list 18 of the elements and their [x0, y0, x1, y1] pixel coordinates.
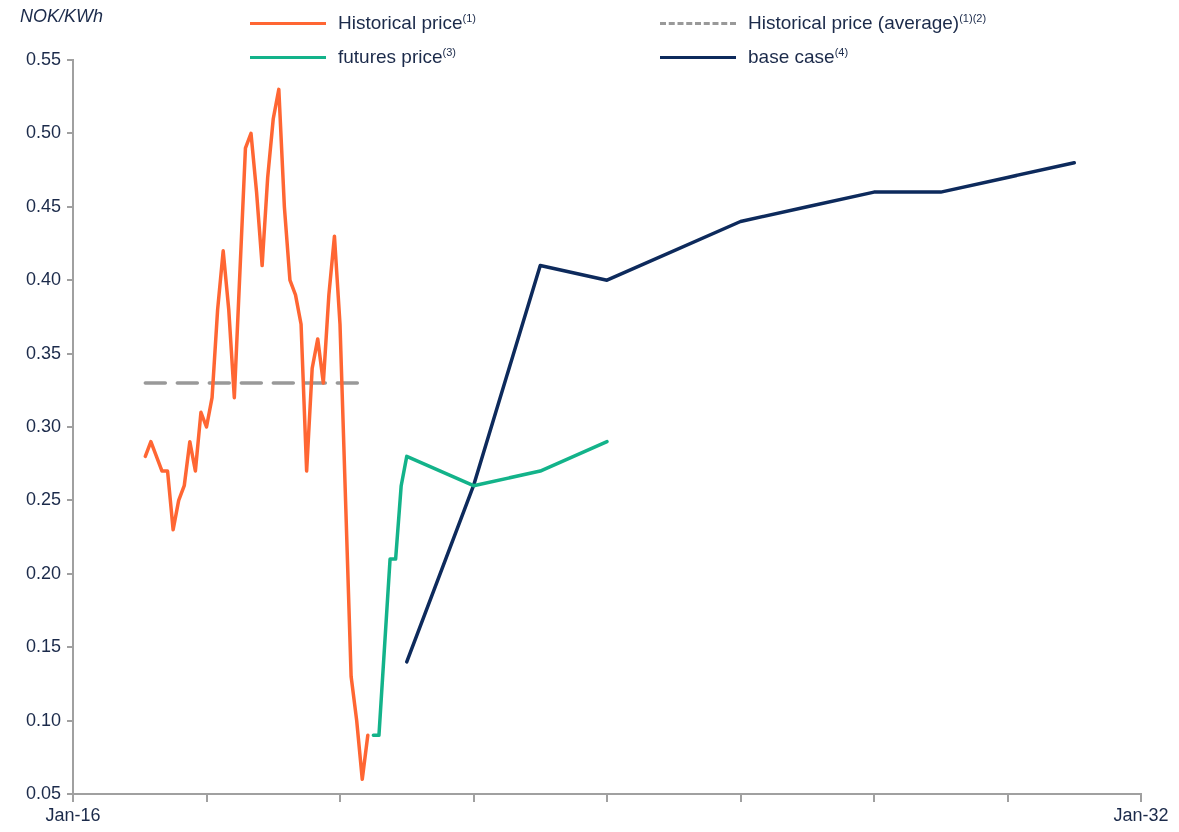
y-tick-label: 0.05 [25, 782, 61, 803]
y-tick-label: 0.50 [25, 122, 61, 143]
x-tick-label: Jan-16 [45, 804, 101, 825]
y-tick-label: 0.55 [25, 48, 61, 69]
y-tick-label: 0.30 [25, 415, 61, 436]
x-tick-label: Jan-32 [1113, 804, 1169, 825]
y-tick-label: 0.25 [25, 489, 61, 510]
legend-label: Historical price$^{(1)}$ [338, 12, 477, 35]
y-tick-label: 0.10 [25, 709, 61, 730]
legend-label: futures price$^{(3)}$ [338, 46, 456, 69]
y-tick-label: 0.40 [25, 269, 61, 290]
legend-label: Historical price (average)$^{(1)(2)}$ [748, 12, 987, 35]
y-tick-label: 0.35 [25, 342, 61, 363]
y-tick-label: 0.15 [25, 636, 61, 657]
y-axis-title: NOK/KWh [20, 6, 104, 27]
y-tick-label: 0.20 [25, 562, 61, 583]
legend-label: base case$^{(4)}$ [748, 46, 849, 69]
y-tick-label: 0.45 [25, 195, 61, 216]
